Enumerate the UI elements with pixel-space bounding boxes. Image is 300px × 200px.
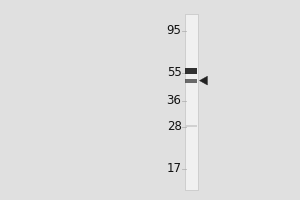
Text: 55: 55 <box>167 66 182 79</box>
Bar <box>184 14 198 190</box>
Text: 95: 95 <box>167 24 182 38</box>
Text: 28: 28 <box>167 120 182 134</box>
Text: 36: 36 <box>167 95 182 108</box>
Bar <box>185 79 197 83</box>
Polygon shape <box>200 76 207 85</box>
Bar <box>186 125 196 127</box>
Bar <box>185 68 197 74</box>
Text: 17: 17 <box>167 162 182 176</box>
